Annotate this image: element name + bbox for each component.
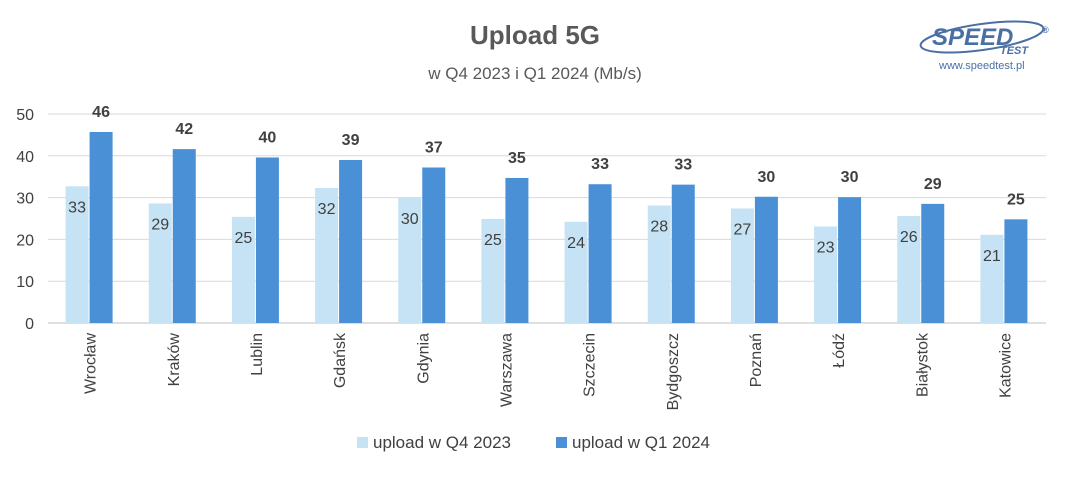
category-label: Lublin bbox=[249, 333, 266, 376]
bar-q4-2023 bbox=[897, 215, 921, 323]
y-axis-ticks: 0 10 20 30 40 50 bbox=[16, 107, 34, 333]
gridlines bbox=[48, 113, 1046, 324]
bar-q1-2024 bbox=[671, 184, 695, 323]
bar-q4-2023 bbox=[814, 226, 838, 323]
data-label-q4-2023: 32 bbox=[318, 201, 336, 218]
legend-label-q4: upload w Q4 2023 bbox=[373, 433, 511, 452]
legend: upload w Q4 2023 upload w Q1 2024 bbox=[357, 433, 710, 452]
data-label-q1-2024: 33 bbox=[591, 156, 609, 173]
data-label-q4-2023: 29 bbox=[151, 216, 169, 233]
bars bbox=[65, 131, 1028, 323]
category-label: Warszawa bbox=[498, 333, 515, 407]
bar-q1-2024 bbox=[172, 149, 196, 323]
data-label-q1-2024: 30 bbox=[758, 169, 776, 186]
category-label: Szczecin bbox=[582, 333, 599, 397]
speedtest-logo: SPEED TEST ® www.speedtest.pl bbox=[919, 20, 1049, 72]
chart-subtitle: w Q4 2023 i Q1 2024 (Mb/s) bbox=[427, 64, 642, 83]
bar-q4-2023 bbox=[647, 205, 671, 323]
data-label-q4-2023: 21 bbox=[983, 248, 1001, 265]
category-label: Wrocław bbox=[83, 333, 100, 394]
x-axis-categories: Wrocław Kraków Lublin Gdańsk Gdynia Warszawa S… bbox=[83, 332, 1015, 410]
bar-q4-2023 bbox=[315, 187, 339, 323]
bar-q1-2024 bbox=[339, 159, 363, 323]
category-label: Gdynia bbox=[415, 333, 432, 384]
data-label-q1-2024: 25 bbox=[1007, 191, 1025, 208]
bar-q4-2023 bbox=[980, 234, 1004, 323]
y-tick-label: 20 bbox=[16, 232, 34, 249]
data-label-q4-2023: 27 bbox=[734, 221, 752, 238]
bar-q4-2023 bbox=[398, 198, 422, 323]
y-tick-label: 40 bbox=[16, 149, 34, 166]
data-label-q4-2023: 33 bbox=[68, 199, 86, 216]
data-label-q4-2023: 25 bbox=[235, 230, 253, 247]
bar-q1-2024 bbox=[422, 167, 446, 323]
bar-q1-2024 bbox=[1004, 219, 1028, 323]
data-label-q4-2023: 24 bbox=[567, 235, 585, 252]
bar-q1-2024 bbox=[838, 197, 862, 323]
data-labels: 33 46 29 42 25 40 32 39 30 37 25 35 24 33 28 33 27 30 23 30… bbox=[68, 104, 1025, 265]
y-tick-label: 50 bbox=[16, 107, 34, 124]
category-label: Katowice bbox=[997, 333, 1014, 398]
bar-q1-2024 bbox=[921, 203, 945, 323]
legend-swatch-q4 bbox=[357, 437, 368, 448]
bar-q4-2023 bbox=[231, 216, 255, 323]
logo-sub: TEST bbox=[1000, 45, 1029, 57]
data-label-q1-2024: 33 bbox=[674, 157, 692, 174]
data-label-q4-2023: 28 bbox=[650, 219, 668, 236]
category-label: Kraków bbox=[166, 333, 183, 387]
bar-q4-2023 bbox=[148, 203, 172, 323]
data-label-q4-2023: 25 bbox=[484, 232, 502, 249]
bar-q1-2024 bbox=[255, 157, 279, 323]
y-tick-label: 0 bbox=[25, 316, 34, 333]
y-tick-label: 10 bbox=[16, 274, 34, 291]
chart-title: Upload 5G bbox=[470, 20, 600, 50]
legend-swatch-q1 bbox=[556, 437, 567, 448]
category-label: Poznań bbox=[748, 333, 765, 387]
bar-q1-2024 bbox=[89, 131, 113, 323]
category-label: Bydgoszcz bbox=[665, 333, 682, 410]
bar-q4-2023 bbox=[65, 186, 89, 323]
bar-q4-2023 bbox=[730, 208, 754, 323]
bar-q1-2024 bbox=[588, 184, 612, 323]
category-label: Łódź bbox=[831, 333, 848, 368]
bar-q1-2024 bbox=[505, 177, 529, 323]
bar-q4-2023 bbox=[564, 221, 588, 323]
logo-url: www.speedtest.pl bbox=[938, 60, 1025, 72]
data-label-q1-2024: 40 bbox=[259, 129, 277, 146]
category-label: Białystok bbox=[914, 332, 931, 397]
data-label-q4-2023: 30 bbox=[401, 211, 419, 228]
logo-registered: ® bbox=[1042, 25, 1049, 35]
bar-q4-2023 bbox=[481, 218, 505, 323]
data-label-q1-2024: 39 bbox=[342, 132, 360, 149]
legend-label-q1: upload w Q1 2024 bbox=[572, 433, 710, 452]
data-label-q4-2023: 26 bbox=[900, 229, 918, 246]
data-label-q1-2024: 30 bbox=[841, 169, 859, 186]
data-label-q1-2024: 42 bbox=[175, 121, 193, 138]
data-label-q1-2024: 29 bbox=[924, 176, 942, 193]
category-label: Gdańsk bbox=[332, 332, 349, 388]
data-label-q1-2024: 46 bbox=[92, 104, 110, 121]
data-label-q1-2024: 35 bbox=[508, 150, 526, 167]
data-label-q1-2024: 37 bbox=[425, 140, 443, 157]
data-label-q4-2023: 23 bbox=[817, 239, 835, 256]
logo-swoosh bbox=[919, 20, 1045, 54]
y-tick-label: 30 bbox=[16, 191, 34, 208]
bar-q1-2024 bbox=[754, 196, 778, 323]
logo-name: SPEED bbox=[932, 24, 1013, 51]
